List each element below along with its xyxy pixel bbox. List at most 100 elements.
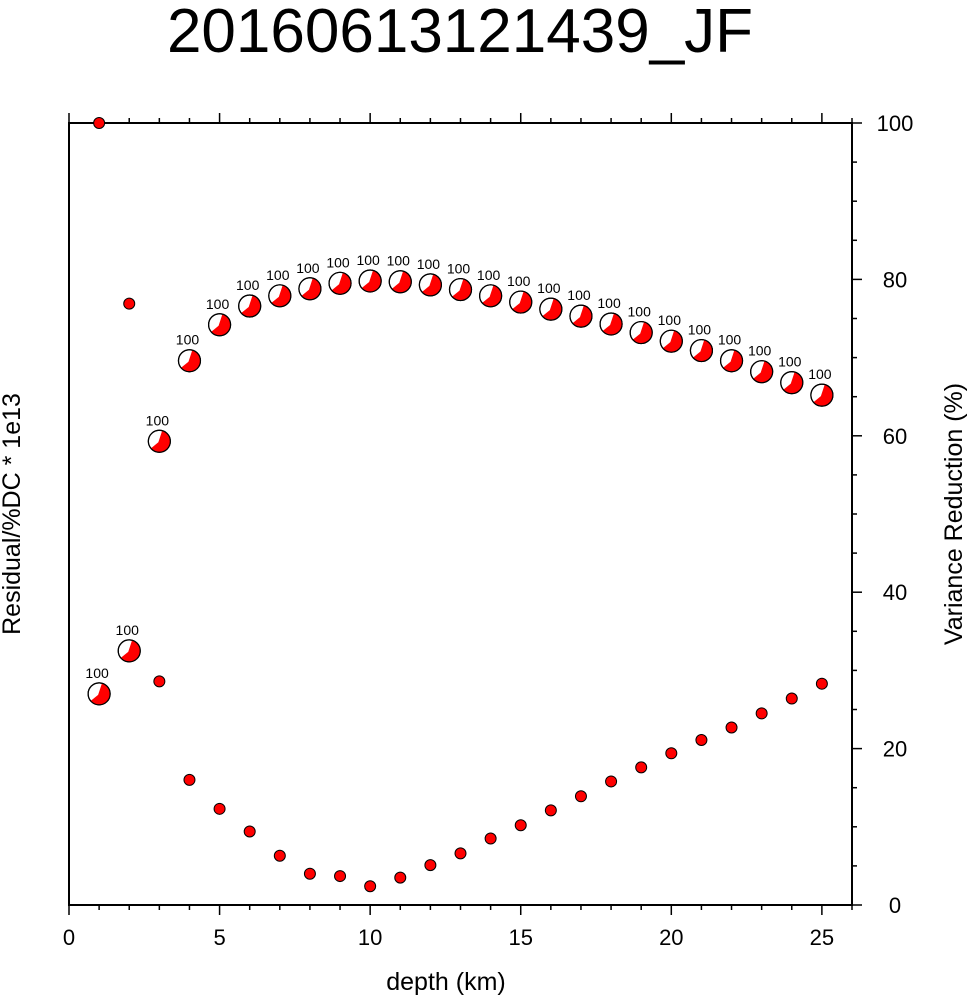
beachball-label: 100 [688, 322, 712, 338]
beachball-label: 100 [537, 280, 561, 296]
beachball-label: 100 [387, 253, 411, 269]
beachball-compression-quadrant [181, 350, 201, 372]
y-tick-label: 40 [883, 580, 907, 605]
beachball-point: 100 [326, 254, 352, 295]
x-tick-label: 25 [810, 925, 834, 950]
beachball-label: 100 [477, 267, 501, 283]
residual-point [605, 775, 618, 788]
beachball-compression-quadrant [241, 295, 261, 317]
beachball-point: 100 [658, 312, 683, 353]
y-axis-label-right: Variance Reduction (%) [940, 383, 968, 645]
beachball-outline [207, 313, 232, 337]
x-tick-label: 5 [213, 925, 225, 950]
beachball-point: 100 [688, 322, 714, 363]
plot-frame [68, 122, 853, 906]
residual-point [665, 747, 678, 760]
beachball-compression-quadrant [542, 298, 562, 321]
beachball-compression-quadrant [482, 285, 502, 307]
residual-point [273, 849, 286, 862]
beachball-point: 100 [628, 304, 653, 345]
beachball-label: 100 [356, 252, 380, 268]
beachball-outline [117, 639, 141, 663]
residual-point [755, 707, 768, 720]
beachball-label: 100 [507, 273, 531, 289]
beachball-point: 100 [206, 296, 232, 337]
residual-point [213, 802, 226, 815]
beachball-outline [569, 304, 593, 328]
beachball-compression-quadrant [753, 361, 773, 383]
residual-point [123, 297, 136, 310]
beachball-point: 100 [778, 354, 804, 395]
beachball-outline [358, 269, 382, 293]
beachball-label: 100 [296, 260, 320, 276]
beachball-compression-quadrant [452, 278, 472, 301]
beachball-point: 100 [146, 412, 171, 453]
beachball-label: 100 [206, 296, 230, 312]
beachball-point: 100 [477, 267, 503, 308]
beachball-outline [298, 277, 322, 301]
beachball-outline [388, 270, 412, 294]
beachball-compression-quadrant [301, 278, 321, 300]
beachball-outline [750, 360, 774, 384]
beachball-label: 100 [176, 332, 200, 348]
residual-point [484, 832, 497, 845]
beachball-point: 100 [296, 260, 322, 301]
beachball-point: 100 [387, 253, 412, 294]
residual-point [695, 733, 708, 746]
y-tick-label: 20 [883, 737, 907, 762]
residual-point [785, 692, 798, 705]
beachball-compression-quadrant [391, 271, 412, 293]
residual-point [544, 804, 557, 817]
beachball-label: 100 [567, 287, 591, 303]
beachball-point: 100 [266, 267, 292, 308]
beachball-point: 100 [356, 252, 382, 293]
y-tick-label: 60 [883, 424, 907, 449]
beachball-compression-quadrant [421, 274, 442, 296]
y-axis-label-left: Residual/%DC * 1e13 [0, 393, 26, 635]
residual-point [364, 880, 377, 893]
x-tick-label: 10 [358, 925, 382, 950]
beachball-point: 100 [85, 665, 111, 706]
beachball-compression-quadrant [723, 350, 743, 372]
beachball-point: 100 [447, 261, 473, 302]
beachball-point: 100 [116, 622, 141, 663]
residual-point [635, 761, 648, 774]
beachball-compression-quadrant [120, 640, 141, 662]
beachball-outline [448, 277, 473, 302]
beachball-outline [780, 371, 804, 395]
beachball-outline [810, 383, 834, 407]
x-axis-label: depth (km) [386, 968, 505, 996]
x-tick-label: 15 [508, 925, 532, 950]
beachball-compression-quadrant [150, 430, 171, 453]
beachball-outline [328, 271, 352, 295]
beachball-compression-quadrant [692, 339, 713, 362]
beachball-point: 100 [718, 332, 744, 373]
beachball-outline [147, 429, 171, 453]
x-axis: 0 5 10 15 20 25 [63, 113, 853, 950]
residual-point [183, 773, 196, 786]
beachball-label: 100 [266, 267, 290, 283]
beachball-label: 100 [597, 295, 621, 311]
beachball-outline [599, 312, 623, 336]
beachball-outline [177, 349, 202, 373]
beachball-outline [238, 294, 262, 318]
beachball-compression-quadrant [211, 314, 231, 336]
residual-point [424, 859, 437, 872]
beachball-compression-quadrant [90, 683, 111, 705]
x-tick-label: 20 [659, 925, 683, 950]
beachball-outline [268, 284, 292, 308]
y-axis-right: 0 20 40 60 80 100 [852, 111, 913, 918]
beachball-point: 100 [507, 273, 533, 314]
beachball-outline [509, 290, 533, 314]
beachball-label: 100 [808, 366, 832, 382]
chart-title: 20160613121439_JF [167, 0, 753, 66]
beachball-label: 100 [447, 261, 471, 277]
residual-point [243, 825, 256, 838]
beachball-outline [689, 338, 714, 363]
beachball-point: 100 [567, 287, 593, 328]
beachball-point: 100 [176, 332, 202, 373]
beachball-point: 100 [597, 295, 623, 336]
beachball-compression-quadrant [813, 384, 833, 407]
variance-reduction-series: 100 100 100 100 100 100 100 100 100 100 100 100 100 1… [85, 252, 834, 706]
